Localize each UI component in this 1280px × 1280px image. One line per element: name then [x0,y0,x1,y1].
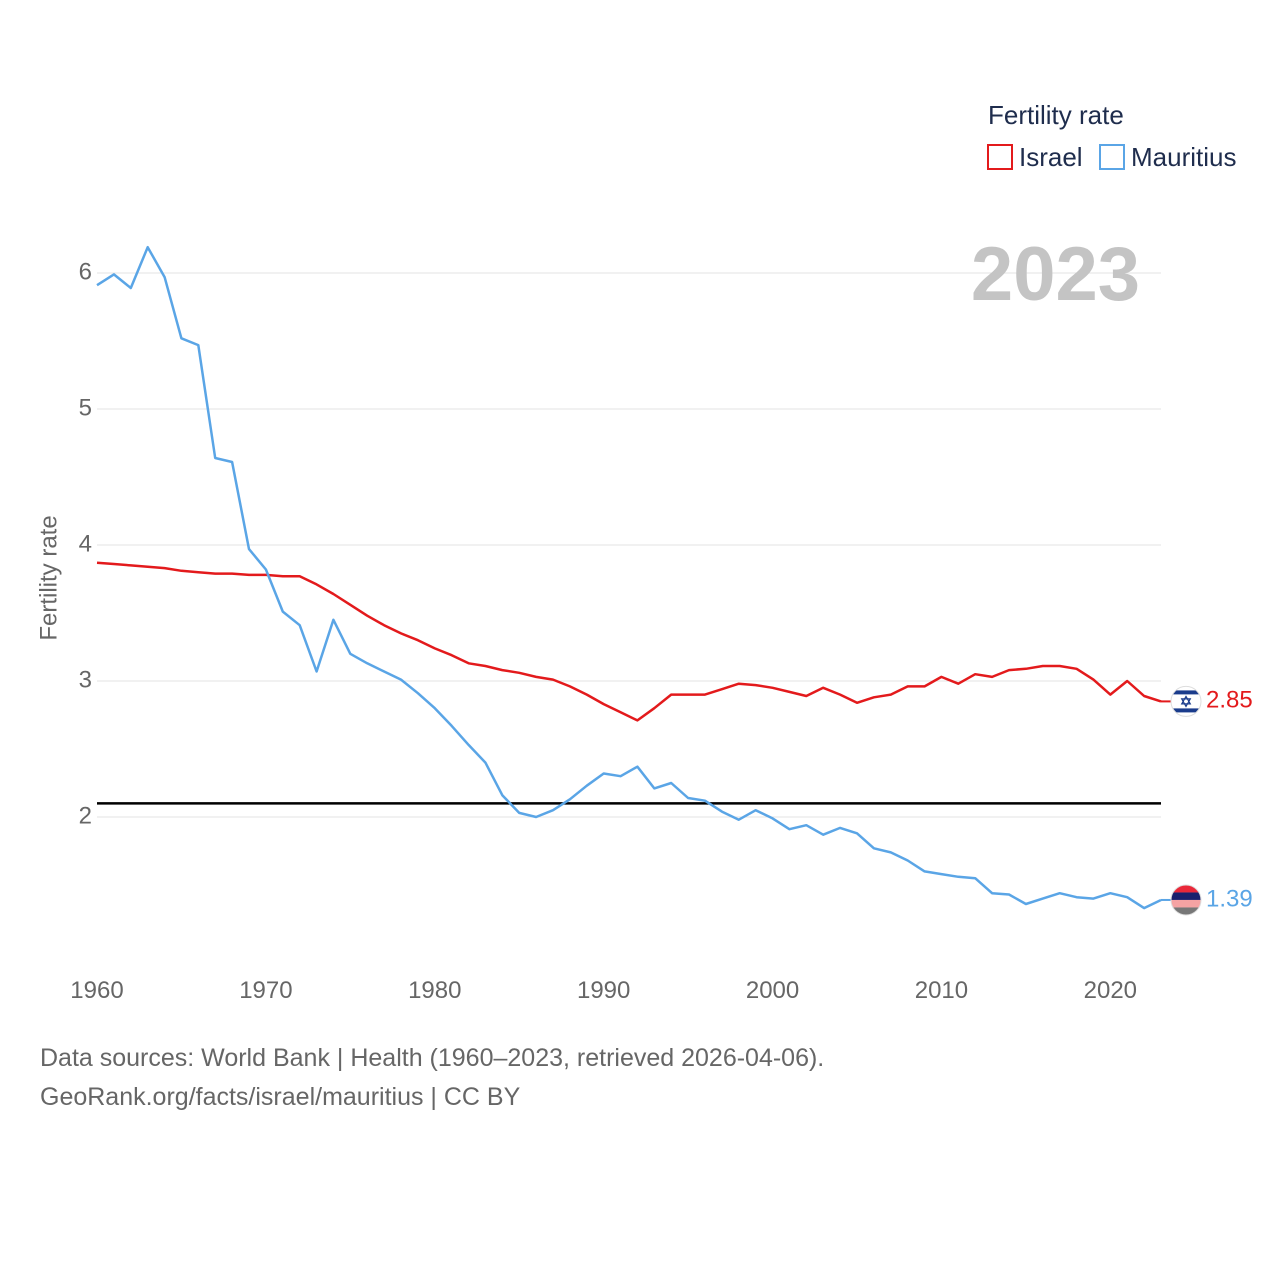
x-tick-label: 2000 [746,977,799,1004]
legend-swatch-mauritius[interactable] [1099,144,1125,170]
legend-label-israel[interactable]: Israel [1019,142,1083,172]
current-year-label: 2023 [971,232,1140,317]
y-tick-label: 2 [79,802,92,829]
x-tick-label: 2020 [1084,977,1137,1004]
x-tick-label: 1960 [70,977,123,1004]
end-value-mauritius: 1.39 [1206,885,1253,912]
israel-flag-icon [1170,685,1202,717]
legend-label-mauritius[interactable]: Mauritius [1131,142,1236,172]
series-end-labels: 2.85 1.39 [1161,685,1253,916]
y-tick-label: 6 [79,258,92,285]
legend: Fertility rate Israel Mauritius [987,100,1236,172]
end-value-israel: 2.85 [1206,687,1253,714]
y-tick-label: 3 [79,666,92,693]
x-tick-label: 1990 [577,977,630,1004]
source-link[interactable]: GeoRank.org/facts/israel/mauritius | CC … [40,1083,521,1111]
series-line-mauritius[interactable] [96,245,1162,910]
y-axis-title: Fertility rate [35,515,62,640]
series-line-israel[interactable] [96,561,1162,722]
series-lines [96,245,1162,910]
source-line: Data sources: World Bank | Health (1960–… [40,1044,825,1072]
x-axis-ticks: 1960 1970 1980 1990 2000 2010 2020 [70,977,1137,1004]
y-axis-ticks: 2 3 4 5 6 [79,258,92,829]
y-tick-label: 5 [79,394,92,421]
y-tick-label: 4 [79,530,92,557]
x-tick-label: 2010 [915,977,968,1004]
x-tick-label: 1980 [408,977,461,1004]
x-tick-label: 1970 [239,977,292,1004]
legend-title: Fertility rate [988,100,1124,130]
mauritius-flag-icon [1170,884,1202,916]
grid-lines [97,272,1161,818]
legend-swatch-israel[interactable] [987,144,1013,170]
